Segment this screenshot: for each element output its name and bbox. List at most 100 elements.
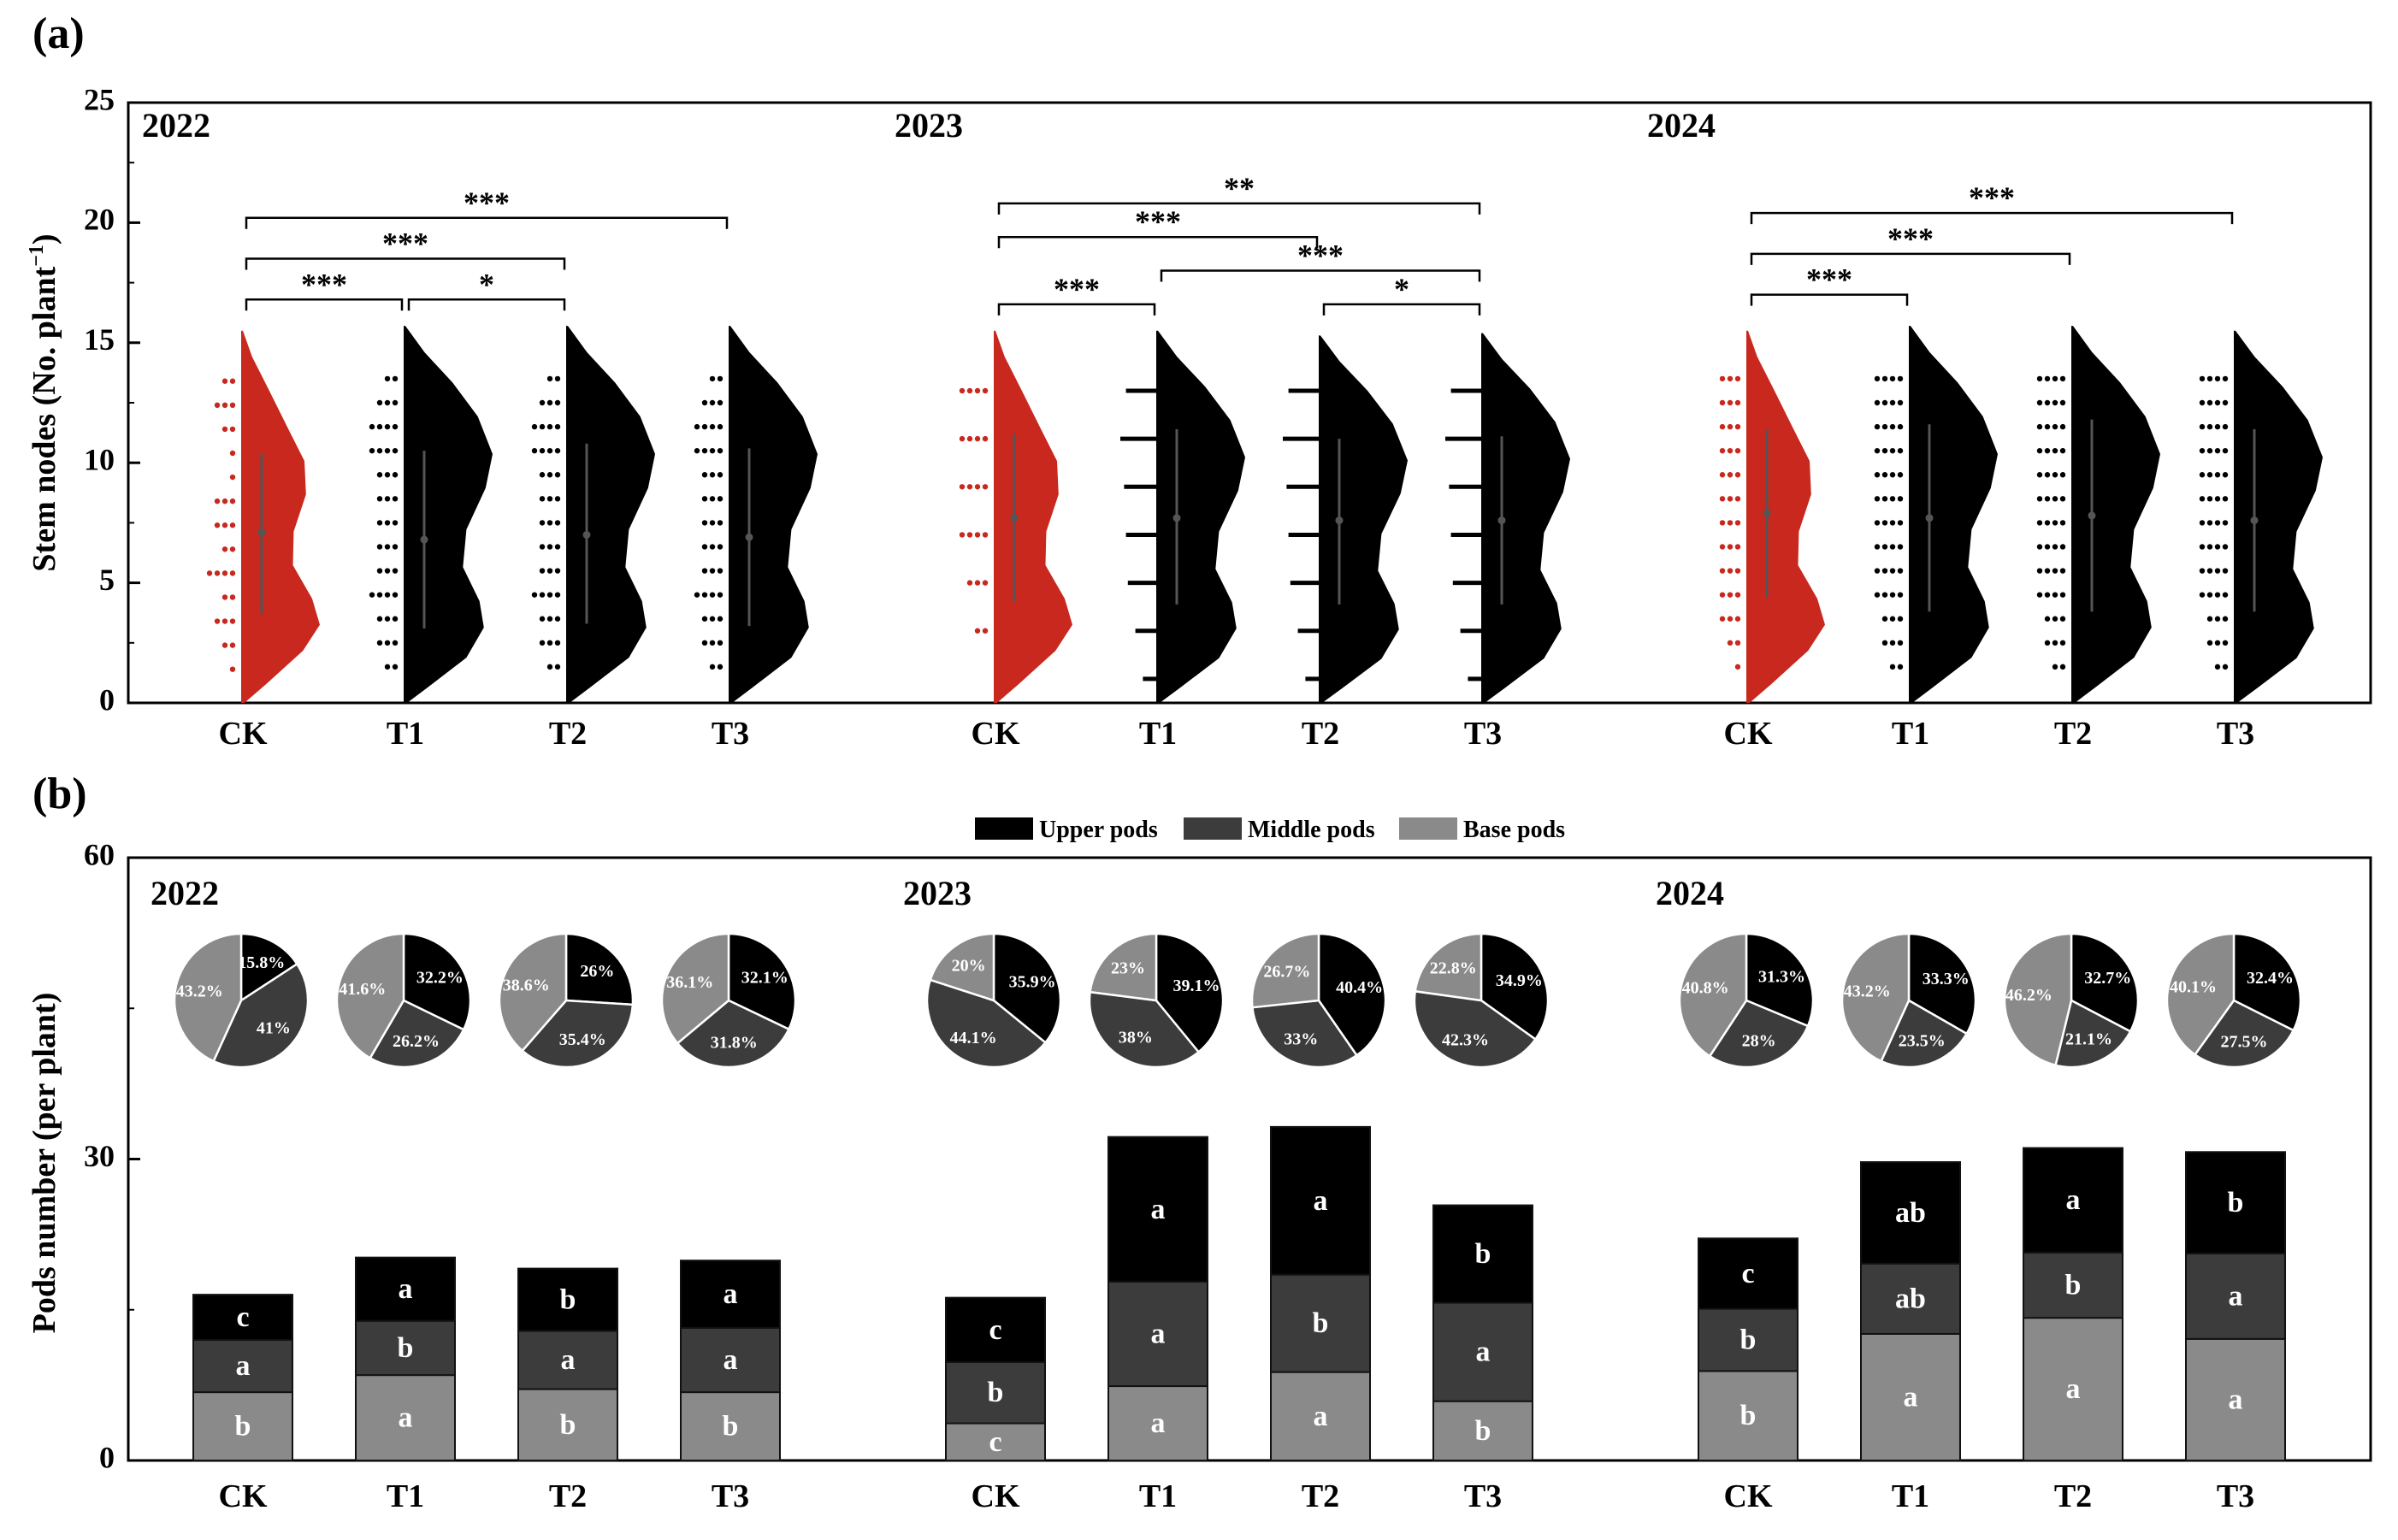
x-tick-label: CK <box>1724 716 1773 752</box>
panel-b-ylabel: Pods number (per plant) <box>27 993 62 1334</box>
legend-label-base: Base pods <box>1463 817 1565 843</box>
violin-T1 <box>1156 330 1245 703</box>
data-point <box>717 592 724 598</box>
x-tick-label: CK <box>972 716 1020 752</box>
data-point <box>2052 640 2058 646</box>
pie-label-base: 36.1% <box>666 973 713 992</box>
data-point <box>2059 640 2066 646</box>
pie-slice-upper-T2 <box>564 932 635 1006</box>
x-tick-label: CK <box>219 716 268 752</box>
data-point <box>2052 592 2058 598</box>
bar-segment-middle-CK <box>1698 1307 1798 1372</box>
data-point <box>554 520 561 526</box>
data-point <box>2214 640 2221 646</box>
data-point <box>2206 544 2213 550</box>
data-point <box>2052 423 2058 430</box>
data-point <box>1734 592 1741 598</box>
data-point <box>1881 640 1888 646</box>
data-point <box>982 435 989 442</box>
data-point <box>392 544 399 550</box>
data-point <box>1727 544 1734 550</box>
data-point <box>2222 447 2229 454</box>
pie-slice-base-T1 <box>1840 932 1911 1063</box>
pie-label-base: 43.2% <box>1844 982 1891 1000</box>
significance-letter-middle: ab <box>1895 1283 1926 1314</box>
significance-letter-middle: a <box>2229 1280 2243 1312</box>
data-point <box>717 375 724 382</box>
data-point <box>229 594 236 600</box>
violin-T3 <box>1481 333 1570 703</box>
bar-segment-base-CK <box>192 1391 293 1461</box>
data-point <box>546 544 553 550</box>
bar-segment-upper-T2 <box>1270 1125 1371 1276</box>
data-point <box>2044 640 2051 646</box>
data-point <box>1719 520 1726 526</box>
data-point <box>369 592 375 598</box>
data-point <box>554 544 561 550</box>
data-point <box>384 664 391 670</box>
data-point <box>392 568 399 574</box>
data-point <box>2044 447 2051 454</box>
data-point <box>369 447 375 454</box>
data-point <box>717 616 724 622</box>
bar-segment-upper-T2 <box>2023 1147 2123 1254</box>
year-label: 2022 <box>151 874 219 912</box>
panel-a-y-axis: 0 5 10 15 20 25 <box>84 82 140 717</box>
mean-point-T2 <box>1335 516 1344 525</box>
pie-slice-base-T1 <box>1089 932 1158 1002</box>
data-point <box>229 426 236 433</box>
data-point <box>546 568 553 574</box>
data-point <box>709 399 716 406</box>
data-point <box>384 472 391 478</box>
significance-letter-base: a <box>2066 1373 2081 1405</box>
data-point <box>974 484 981 490</box>
data-point <box>974 580 981 586</box>
pie-slice-base-CK <box>1678 932 1748 1058</box>
data-point <box>1897 640 1904 646</box>
bar-segment-middle-T2 <box>517 1330 618 1390</box>
data-point <box>546 375 553 382</box>
significance-letter-upper: c <box>1741 1258 1754 1289</box>
mean-point-CK <box>1010 514 1019 522</box>
data-point <box>2206 616 2213 622</box>
data-point <box>546 592 553 598</box>
panel-b-y-axis: 0 30 60 <box>84 837 140 1474</box>
bar-segment-upper-T1 <box>1107 1136 1208 1283</box>
data-point <box>974 387 981 394</box>
data-point <box>539 472 546 478</box>
data-point <box>376 616 383 622</box>
significance-bracket <box>407 298 566 311</box>
data-point <box>2222 399 2229 406</box>
x-tick-label: T1 <box>387 716 424 752</box>
pie-label-base: 26.7% <box>1263 963 1310 982</box>
bar-segment-middle-CK <box>945 1360 1046 1425</box>
data-point <box>2052 544 2058 550</box>
bar-segment-upper-T1 <box>1860 1161 1961 1265</box>
bar-segment-base-T1 <box>355 1374 456 1461</box>
data-point <box>2214 664 2221 670</box>
data-point <box>709 640 716 646</box>
data-point <box>2222 375 2229 382</box>
data-point <box>376 592 383 598</box>
data-point <box>221 546 228 552</box>
significance-label: *** <box>464 186 510 220</box>
data-point <box>2052 472 2058 478</box>
data-point <box>554 399 561 406</box>
data-point <box>376 447 383 454</box>
data-point <box>1719 423 1726 430</box>
data-point <box>1874 399 1881 406</box>
panel-a-ylabel: Stem nodes (No. plant−1) <box>26 233 62 571</box>
data-point <box>546 399 553 406</box>
significance-bracket <box>1322 303 1481 316</box>
x-tick-label: T1 <box>1139 716 1177 752</box>
data-point <box>2206 568 2213 574</box>
data-point <box>1719 496 1726 502</box>
data-point <box>1889 568 1896 574</box>
mean-point-T3 <box>2250 516 2259 525</box>
pie-label-base: 40.1% <box>2170 978 2217 997</box>
pie-slice-upper-T2 <box>2070 932 2140 1033</box>
significance-letter-upper: b <box>560 1284 576 1316</box>
data-point <box>2059 568 2066 574</box>
data-point <box>2199 447 2206 454</box>
